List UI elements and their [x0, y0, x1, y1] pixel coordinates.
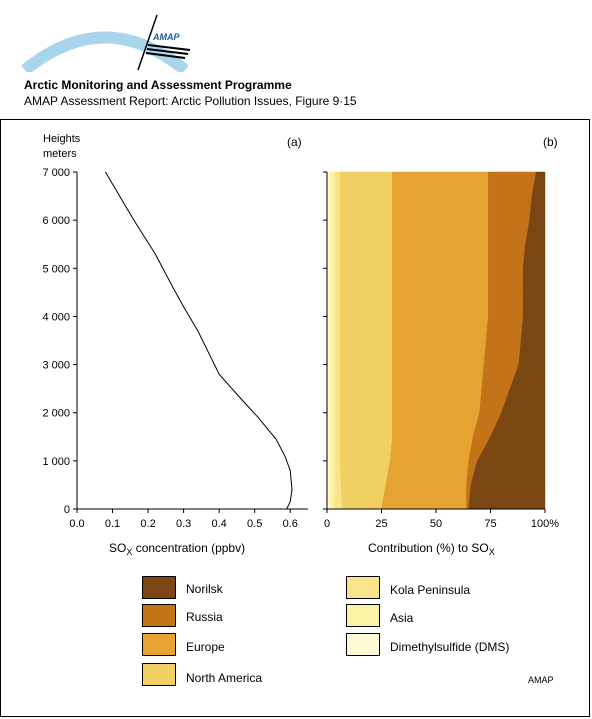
panel-a-y-tick-label: 4 000 — [42, 311, 70, 323]
panel-a-ylabel-line2: meters — [43, 148, 77, 160]
logo-text: AMAP — [152, 32, 180, 42]
figure-frame — [0, 119, 590, 717]
panel-a-y-tick-label: 7 000 — [42, 167, 70, 179]
amap-logo: AMAP — [20, 10, 200, 77]
logo-stripe — [146, 48, 189, 55]
panel-a-x-tick-label: 0.3 — [176, 518, 191, 530]
legend-label-norilsk: Norilsk — [186, 582, 223, 596]
panel-a-series-line — [105, 171, 293, 510]
panel-a-x-tick-label: 0.5 — [247, 518, 262, 530]
panel-b-x-tick-label: 0 — [324, 518, 330, 530]
panel-a-xlabel: SOX concentration (ppbv) — [109, 541, 245, 557]
logo-stripe — [145, 52, 186, 59]
legend-label-europe: Europe — [186, 640, 225, 654]
panel-a-y-tick-label: 1 000 — [42, 456, 70, 468]
legend-swatch-europe — [142, 633, 176, 656]
legend-label-kola-peninsula: Kola Peninsula — [390, 583, 471, 597]
report-title: AMAP Assessment Report: Arctic Pollution… — [24, 94, 357, 108]
logo-line — [137, 14, 158, 71]
panel-a-x-tick-label: 0.2 — [140, 518, 155, 530]
panel-a: Heights meters (a) 0.0 0.1 0.2 0.3 0.4 0.5 0.6… — [42, 133, 308, 557]
legend-swatch-north-america — [142, 663, 176, 686]
panel-b-x-tick-label: 75 — [484, 518, 496, 530]
panel-b-xlabel: Contribution (%) to SOX — [368, 541, 495, 557]
panel-b-label: (b) — [543, 135, 558, 149]
legend-label-russia: Russia — [186, 610, 223, 624]
legend-label-asia: Asia — [390, 611, 414, 625]
panel-a-x-tick-label: 0.6 — [283, 518, 298, 530]
legend-swatch-norilsk — [142, 576, 176, 599]
panel-a-y-tick-label: 6 000 — [42, 215, 70, 227]
panel-b: (b) 0 25 50 75 100% Contribution (%) to SOX — [323, 135, 559, 557]
panel-a-x-tick-label: 0.4 — [212, 518, 227, 530]
amap-credit: AMAP — [528, 675, 554, 685]
area-norilsk — [468, 171, 546, 510]
panel-a-label: (a) — [287, 135, 302, 149]
area-asia — [330, 171, 335, 510]
legend-label-dms: Dimethylsulfide (DMS) — [390, 640, 510, 654]
panel-a-y-tick-label: 2 000 — [42, 408, 70, 420]
logo-stripe — [147, 44, 191, 51]
panel-a-y-tick-label: 3 000 — [42, 360, 70, 372]
panel-a-x-tick-label: 0.0 — [69, 518, 84, 530]
organization-title: Arctic Monitoring and Assessment Program… — [24, 78, 292, 92]
legend-swatch-kola-peninsula — [346, 576, 380, 599]
panel-b-x-tick-label: 50 — [430, 518, 442, 530]
legend-swatch-russia — [142, 604, 176, 627]
legend-label-north-america: North America — [186, 671, 263, 685]
panel-b-x-tick-label: 100% — [531, 518, 559, 530]
panel-a-ylabel-line1: Heights — [43, 133, 81, 145]
area-north-america — [339, 171, 393, 510]
legend-swatch-dms — [346, 633, 380, 656]
legend-swatch-asia — [346, 604, 380, 627]
panel-a-y-tick-label: 5 000 — [42, 263, 70, 275]
panel-a-y-tick-label: 0 — [64, 504, 70, 516]
panel-a-x-tick-label: 0.1 — [105, 518, 120, 530]
panel-b-x-tick-label: 25 — [375, 518, 387, 530]
